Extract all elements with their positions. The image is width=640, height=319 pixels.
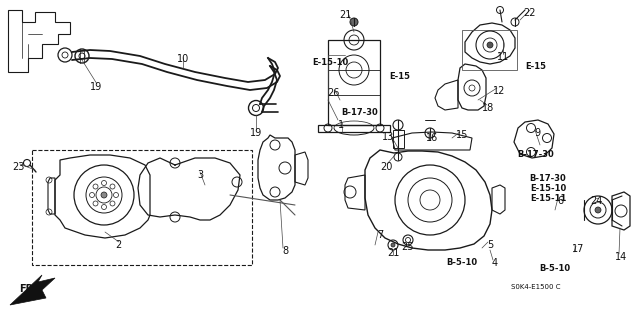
Text: B-5-10: B-5-10 xyxy=(540,264,571,273)
Text: 3: 3 xyxy=(197,170,203,180)
Text: 25: 25 xyxy=(401,242,413,252)
Text: 9: 9 xyxy=(534,128,540,138)
Bar xyxy=(328,40,380,125)
Text: 19: 19 xyxy=(90,82,102,92)
Text: 10: 10 xyxy=(177,54,189,64)
Text: 2: 2 xyxy=(115,240,121,250)
Text: B-17-30: B-17-30 xyxy=(518,150,554,159)
Text: 26: 26 xyxy=(327,88,339,98)
Text: 15: 15 xyxy=(456,130,468,140)
Text: 8: 8 xyxy=(282,246,288,256)
Text: 14: 14 xyxy=(615,252,627,262)
Circle shape xyxy=(391,243,395,247)
Text: 5: 5 xyxy=(487,240,493,250)
Bar xyxy=(462,30,517,70)
Text: FR.: FR. xyxy=(19,284,37,294)
Text: 21: 21 xyxy=(339,10,351,20)
Text: 6: 6 xyxy=(557,196,563,206)
Text: 4: 4 xyxy=(492,258,498,268)
Bar xyxy=(32,150,252,265)
Polygon shape xyxy=(10,275,55,305)
Text: 12: 12 xyxy=(493,86,505,96)
Text: 17: 17 xyxy=(572,244,584,254)
Text: E-15: E-15 xyxy=(390,72,410,81)
Text: E-15-10: E-15-10 xyxy=(530,184,566,193)
Text: 1: 1 xyxy=(338,120,344,130)
Text: 23: 23 xyxy=(12,162,24,172)
Text: 7: 7 xyxy=(377,230,383,240)
Circle shape xyxy=(350,18,358,26)
Text: 18: 18 xyxy=(482,103,494,113)
Text: B-5-10: B-5-10 xyxy=(447,258,477,267)
Text: 22: 22 xyxy=(524,8,536,18)
Circle shape xyxy=(487,42,493,48)
Text: 19: 19 xyxy=(250,128,262,138)
Text: 16: 16 xyxy=(426,133,438,143)
Text: 13: 13 xyxy=(382,132,394,142)
Text: 11: 11 xyxy=(497,52,509,62)
Text: 20: 20 xyxy=(380,162,392,172)
Circle shape xyxy=(595,207,601,213)
Text: 24: 24 xyxy=(590,196,602,206)
Text: B-17-30: B-17-30 xyxy=(342,108,378,117)
Text: B-17-30: B-17-30 xyxy=(530,174,566,183)
Text: E-15-10: E-15-10 xyxy=(312,58,348,67)
Text: E-15-11: E-15-11 xyxy=(530,194,566,203)
Text: S0K4-E1500 C: S0K4-E1500 C xyxy=(511,284,561,290)
Circle shape xyxy=(101,192,107,198)
Text: 21: 21 xyxy=(387,248,399,258)
Bar xyxy=(393,130,404,148)
Text: E-15: E-15 xyxy=(525,62,547,71)
